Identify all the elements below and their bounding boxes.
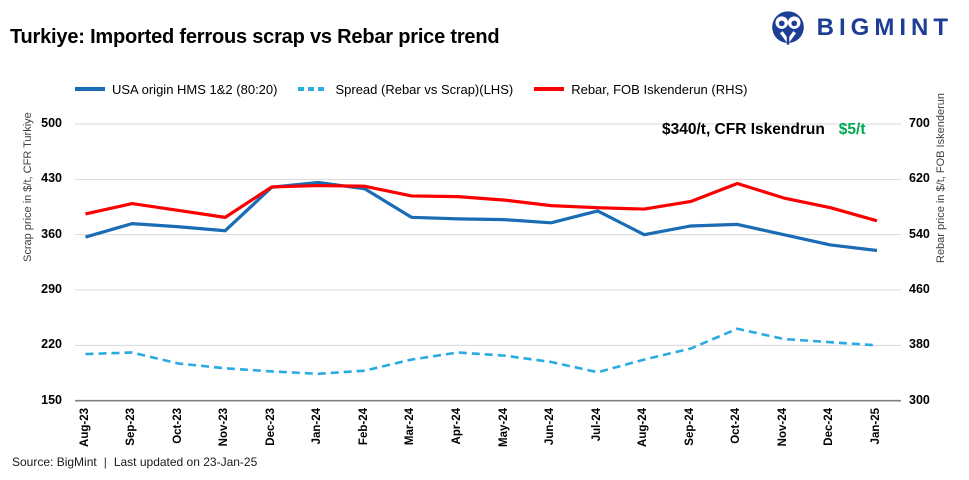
legend-line-swatch [75,87,105,91]
x-tick-label: Jan-24 [311,408,324,445]
x-tick-label: Sep-24 [683,408,696,446]
legend-label: USA origin HMS 1&2 (80:20) [112,81,278,97]
y-tick-label-left: 150 [41,392,62,407]
footer-source: Source: BigMint [12,455,97,469]
legend-line-swatch [534,87,565,91]
y-tick-label-right: 540 [909,226,930,241]
x-tick-label: Dec-24 [823,408,836,446]
y-tick-label-left: 430 [41,171,62,186]
series-line-rebar-fob-iskenderun-rhs [85,181,878,223]
y-tick-label-left: 290 [41,282,62,297]
annotation-price: $340/t, CFR Iskendrun [662,121,825,138]
y-tick-label-right: 300 [909,392,930,407]
y-tick-label-left: 220 [41,337,62,352]
legend-dashed-line-swatch [298,87,329,91]
y-tick-label-left: 360 [41,226,62,241]
legend-label: Rebar, FOB Iskenderun (RHS) [571,81,748,97]
footer: Source: BigMint | Last updated on 23-Jan-2… [12,455,257,469]
bigmint-logo: BIGMINT [768,8,953,48]
y-tick-label-right: 380 [909,337,930,352]
bigmint-owl-icon [768,8,808,48]
x-tick-label: May-24 [497,408,510,447]
legend-item: Spread (Rebar vs Scrap)(LHS) [298,82,513,97]
y-tick-label-right: 700 [909,116,930,130]
y-tick-label-left: 500 [41,116,62,130]
legend-item: Rebar, FOB Iskenderun (RHS) [534,81,748,97]
legend-label: Spread (Rebar vs Scrap)(LHS) [335,81,514,97]
chart-legend: USA origin HMS 1&2 (80:20) Spread (Rebar … [75,80,748,98]
price-annotation: $340/t, CFR Iskendrun $5/t [662,121,866,139]
x-tick-label: Jun-24 [544,408,557,446]
x-tick-label: Mar-24 [404,408,417,446]
x-tick-label: Apr-24 [450,408,463,445]
y-tick-label-right: 620 [909,171,930,186]
y-tick-label-right: 460 [909,282,930,297]
x-tick-label: Aug-24 [637,408,650,447]
x-tick-label: Feb-24 [357,408,370,446]
x-tick-label: Jan-25 [870,408,882,445]
chart-title: Turkiye: Imported ferrous scrap vs Rebar… [10,26,500,48]
x-tick-label: Jul-24 [590,408,603,442]
footer-updated: Last updated on 23-Jan-25 [113,455,258,469]
x-tick-label: Oct-24 [730,408,743,444]
x-tick-label: Nov-24 [776,408,789,447]
series-line-spread-rebar-vs-scrap-lhs [85,327,878,376]
bigmint-logo-text: BIGMINT [816,14,953,41]
legend-item: USA origin HMS 1&2 (80:20) [75,82,277,97]
series-line-usa-origin-hms-1-2-80-20 [85,180,878,253]
annotation-change: $5/t [838,121,866,138]
x-tick-label: Dec-23 [264,408,277,446]
footer-separator: | [103,455,107,469]
